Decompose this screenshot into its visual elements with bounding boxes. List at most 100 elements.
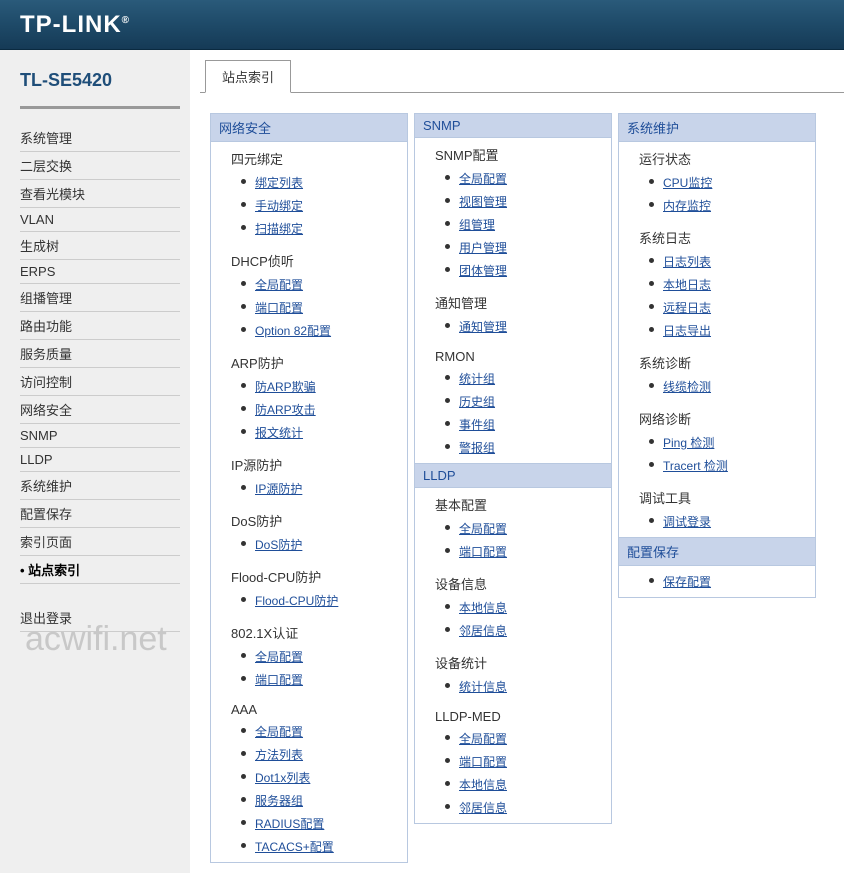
group-title: 运行状态 [639,146,815,171]
sitemap-link[interactable]: 全局配置 [255,725,303,739]
sitemap-link[interactable]: Ping 检测 [663,436,714,450]
sitemap-link[interactable]: 历史组 [459,395,495,409]
list-item: 端口配置 [459,540,611,563]
sitemap-link[interactable]: 团体管理 [459,264,507,278]
sitemap-link[interactable]: 事件组 [459,418,495,432]
sidebar-item[interactable]: 组播管理 [20,284,180,312]
sitemap-group: RMON统计组历史组事件组警报组 [415,342,611,463]
list-item: 日志列表 [663,250,815,273]
model-label: TL-SE5420 [20,70,180,109]
sidebar-item[interactable]: ERPS [20,260,180,284]
sitemap-link[interactable]: 全局配置 [459,522,507,536]
list-item: 远程日志 [663,296,815,319]
logout-link[interactable]: 退出登录 [20,604,180,632]
sitemap-link[interactable]: Option 82配置 [255,324,331,338]
list-item: Flood-CPU防护 [255,589,407,612]
sitemap-link[interactable]: Dot1x列表 [255,771,310,785]
link-list: DoS防护 [231,533,407,556]
sitemap-link[interactable]: IP源防护 [255,482,302,496]
sitemap-link[interactable]: 方法列表 [255,748,303,762]
sidebar: TL-SE5420 系统管理二层交换查看光模块VLAN生成树ERPS组播管理路由… [0,50,190,873]
sitemap-link[interactable]: DoS防护 [255,538,302,552]
sitemap-link[interactable]: 调试登录 [663,515,711,529]
sidebar-item[interactable]: 路由功能 [20,312,180,340]
sitemap-link[interactable]: 内存监控 [663,199,711,213]
sitemap-link[interactable]: 线缆检测 [663,380,711,394]
sitemap-link[interactable]: 端口配置 [459,755,507,769]
sitemap-link[interactable]: 本地信息 [459,601,507,615]
link-list: 绑定列表手动绑定扫描绑定 [231,171,407,240]
sitemap-link[interactable]: 保存配置 [663,575,711,589]
sidebar-item[interactable]: LLDP [20,448,180,472]
group-title: DHCP侦听 [231,248,407,273]
sidebar-item[interactable]: SNMP [20,424,180,448]
sitemap-link[interactable]: TACACS+配置 [255,840,334,854]
sitemap-link[interactable]: 统计组 [459,372,495,386]
sitemap-group: IP源防护IP源防护 [211,448,407,504]
sitemap-link[interactable]: 本地日志 [663,278,711,292]
sitemap-link[interactable]: Tracert 检测 [663,459,728,473]
sitemap-link[interactable]: 全局配置 [459,732,507,746]
main-container: TL-SE5420 系统管理二层交换查看光模块VLAN生成树ERPS组播管理路由… [0,50,844,873]
sidebar-item[interactable]: 配置保存 [20,500,180,528]
list-item: 端口配置 [255,668,407,691]
tab-site-index[interactable]: 站点索引 [205,60,291,93]
nav-list: 系统管理二层交换查看光模块VLAN生成树ERPS组播管理路由功能服务质量访问控制… [20,124,190,584]
list-item: 历史组 [459,390,611,413]
list-item: 本地信息 [459,596,611,619]
link-list: Ping 检测 Tracert 检测 [639,431,815,477]
sitemap-link[interactable]: 视图管理 [459,195,507,209]
sitemap-link[interactable]: 用户管理 [459,241,507,255]
sitemap-link[interactable]: 日志导出 [663,324,711,338]
sitemap-group: 802.1X认证全局配置端口配置 [211,616,407,695]
link-list: 全局配置视图管理组管理用户管理团体管理 [435,167,611,282]
sitemap-group: 保存配置 [619,566,815,597]
sitemap-link[interactable]: 端口配置 [255,301,303,315]
sidebar-item[interactable]: 系统管理 [20,124,180,152]
sitemap-group: 四元绑定绑定列表手动绑定扫描绑定 [211,142,407,244]
list-item: 全局配置 [459,167,611,190]
sitemap-link[interactable]: 警报组 [459,441,495,455]
sidebar-item[interactable]: 查看光模块 [20,180,180,208]
sidebar-item[interactable]: 生成树 [20,232,180,260]
sitemap-link[interactable]: 邻居信息 [459,624,507,638]
sitemap-link[interactable]: 全局配置 [255,650,303,664]
sidebar-item[interactable]: VLAN [20,208,180,232]
sidebar-item[interactable]: 访问控制 [20,368,180,396]
sitemap-link[interactable]: 全局配置 [459,172,507,186]
sitemap-link[interactable]: 邻居信息 [459,801,507,815]
sidebar-item[interactable]: 站点索引 [20,556,180,584]
link-list: 日志列表本地日志远程日志日志导出 [639,250,815,342]
sitemap-link[interactable]: 组管理 [459,218,495,232]
sitemap-link[interactable]: 端口配置 [459,545,507,559]
section-header: 网络安全 [211,114,407,142]
sitemap-link[interactable]: 本地信息 [459,778,507,792]
sitemap-link[interactable]: 服务器组 [255,794,303,808]
sidebar-item[interactable]: 索引页面 [20,528,180,556]
sitemap-column: 系统维护运行状态CPU监控内存监控系统日志日志列表本地日志远程日志日志导出系统诊… [618,113,816,598]
sitemap-link[interactable]: 防ARP欺骗 [255,380,316,394]
sitemap-link[interactable]: 日志列表 [663,255,711,269]
sitemap-link[interactable]: 统计信息 [459,680,507,694]
sitemap-link[interactable]: 端口配置 [255,673,303,687]
sitemap-link[interactable]: 报文统计 [255,426,303,440]
sitemap-link[interactable]: 全局配置 [255,278,303,292]
sidebar-item[interactable]: 二层交换 [20,152,180,180]
sitemap-link[interactable]: 绑定列表 [255,176,303,190]
sitemap-group: 网络诊断Ping 检测Tracert 检测 [619,402,815,481]
sitemap-link[interactable]: 防ARP攻击 [255,403,316,417]
sitemap-group: Flood-CPU防护Flood-CPU防护 [211,560,407,616]
sitemap-link[interactable]: RADIUS配置 [255,817,324,831]
sitemap-link[interactable]: 通知管理 [459,320,507,334]
sitemap-link[interactable]: Flood-CPU防护 [255,594,338,608]
sidebar-item[interactable]: 系统维护 [20,472,180,500]
section-header: LLDP [415,463,611,488]
sitemap-link[interactable]: CPU监控 [663,176,712,190]
sidebar-item[interactable]: 服务质量 [20,340,180,368]
sitemap-link[interactable]: 扫描绑定 [255,222,303,236]
sitemap-link[interactable]: 手动绑定 [255,199,303,213]
sidebar-item[interactable]: 网络安全 [20,396,180,424]
list-item: 调试登录 [663,510,815,533]
sitemap-link[interactable]: 远程日志 [663,301,711,315]
list-item: 本地信息 [459,773,611,796]
